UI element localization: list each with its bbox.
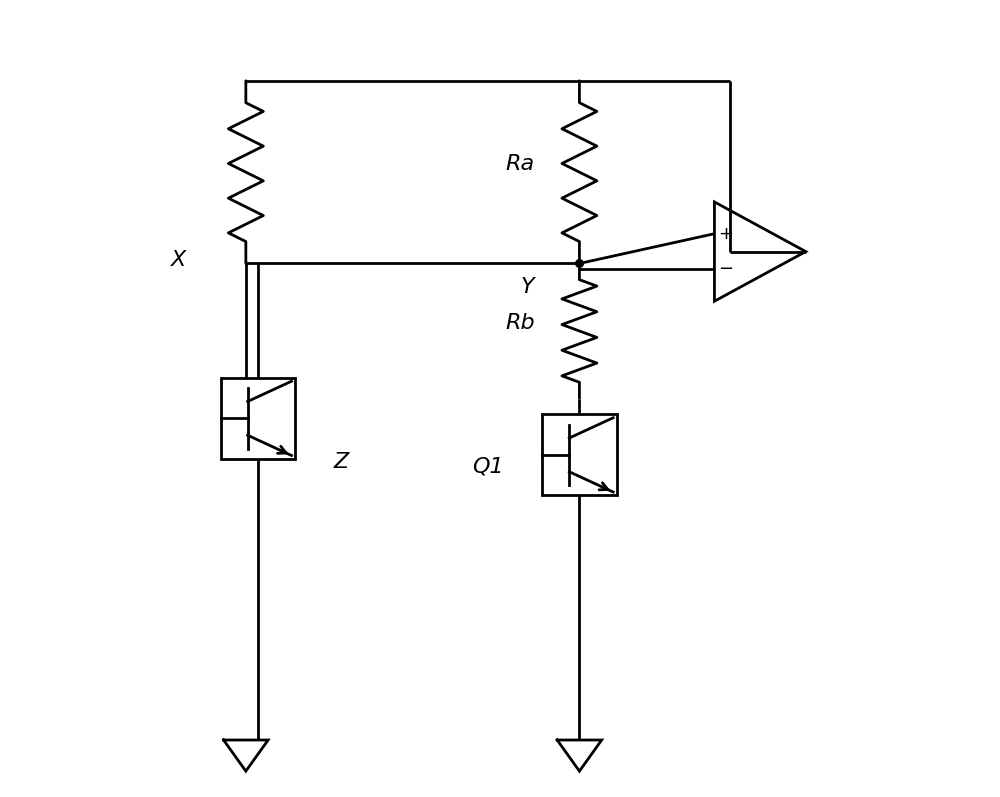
Text: Y: Y xyxy=(521,277,535,297)
Text: X: X xyxy=(171,249,186,269)
Text: +: + xyxy=(718,225,733,243)
Bar xyxy=(542,414,617,496)
Text: Z: Z xyxy=(334,452,349,472)
Text: Rb: Rb xyxy=(505,313,535,333)
Text: Q1: Q1 xyxy=(472,457,504,477)
Text: −: − xyxy=(718,261,733,278)
Text: Ra: Ra xyxy=(505,154,534,175)
Bar xyxy=(221,378,295,459)
